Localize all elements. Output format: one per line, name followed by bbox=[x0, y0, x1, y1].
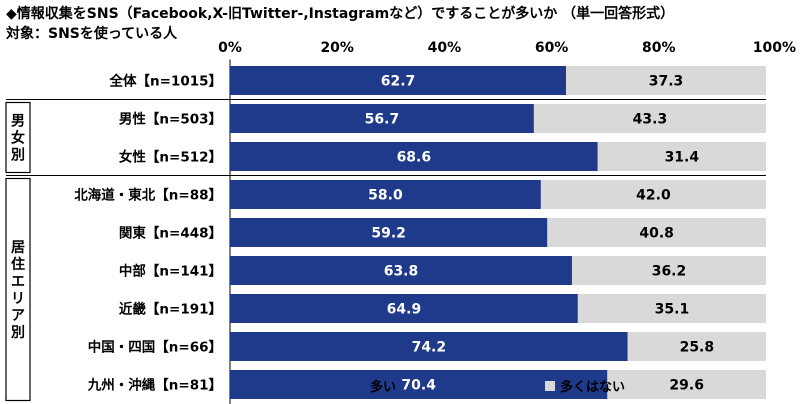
x-tick-label: 20% bbox=[320, 40, 354, 56]
bar-segment-not-many bbox=[577, 294, 766, 323]
bar-segment-not-many bbox=[627, 332, 766, 361]
x-tick-label: 100% bbox=[753, 40, 796, 56]
bar-segment-many bbox=[230, 104, 534, 133]
bar-segment-not-many bbox=[607, 370, 766, 399]
group-bracket bbox=[5, 101, 31, 174]
bar-segment-not-many bbox=[571, 256, 766, 285]
data-label: 31.4 bbox=[665, 150, 700, 166]
category-label: 近畿【n=191】 bbox=[119, 301, 222, 318]
x-tick-label: 40% bbox=[428, 40, 462, 56]
category-label: 北海道・東北【n=88】 bbox=[74, 187, 222, 204]
bar-segment-many bbox=[230, 66, 567, 95]
data-label: 63.8 bbox=[384, 264, 419, 280]
group-label-char: エ bbox=[11, 274, 25, 290]
bar-segment-many bbox=[230, 256, 572, 285]
data-label: 40.8 bbox=[639, 226, 674, 242]
group-label-char: リ bbox=[11, 291, 25, 307]
data-label: 35.1 bbox=[655, 302, 690, 318]
bar-segment-not-many bbox=[547, 218, 766, 247]
data-label: 58.0 bbox=[368, 188, 403, 204]
legend-label: 多い bbox=[370, 379, 396, 395]
bar-segment-not-many bbox=[597, 142, 766, 171]
legend-swatch bbox=[355, 381, 365, 391]
chart-subtitle: 対象：SNSを使っている人 bbox=[5, 25, 178, 42]
group-bracket bbox=[5, 177, 31, 402]
data-label: 74.2 bbox=[412, 340, 447, 356]
legend-label: 多くはない bbox=[560, 379, 625, 395]
group-label-char: 居 bbox=[11, 240, 25, 256]
data-label: 42.0 bbox=[636, 188, 671, 204]
bar-segment-many bbox=[230, 180, 541, 209]
group-label-char: 別 bbox=[10, 148, 25, 164]
data-label: 70.4 bbox=[401, 378, 436, 394]
group-label-char: 女 bbox=[11, 130, 25, 147]
data-label: 56.7 bbox=[365, 112, 400, 128]
category-label: 中国・四国【n=66】 bbox=[88, 339, 222, 356]
category-label: 男性【n=503】 bbox=[119, 111, 222, 128]
data-label: 68.6 bbox=[397, 150, 432, 166]
bar-segment-not-many bbox=[566, 66, 766, 95]
bar-segment-not-many bbox=[540, 180, 766, 209]
x-tick-label: 60% bbox=[535, 40, 569, 56]
bar-segment-many bbox=[230, 142, 598, 171]
x-tick-label: 80% bbox=[642, 40, 676, 56]
group-label-char: ア bbox=[11, 308, 25, 324]
category-label: 女性【n=512】 bbox=[119, 149, 222, 166]
data-label: 25.8 bbox=[680, 340, 715, 356]
group-label-char: 別 bbox=[10, 325, 25, 341]
x-tick-label: 0% bbox=[218, 40, 242, 56]
chart-title: ◆情報収集をSNS（Facebook,X-旧Twitter-,Instagram… bbox=[6, 5, 674, 22]
data-label: 43.3 bbox=[633, 112, 668, 128]
bar-segment-not-many bbox=[533, 104, 766, 133]
data-label: 64.9 bbox=[387, 302, 422, 318]
bar-segment-many bbox=[230, 370, 608, 399]
data-label: 62.7 bbox=[381, 74, 416, 90]
data-label: 36.2 bbox=[652, 264, 687, 280]
group-label-char: 住 bbox=[11, 256, 25, 273]
bar-segment-many bbox=[230, 332, 628, 361]
data-label: 37.3 bbox=[649, 74, 684, 90]
category-label: 九州・沖縄【n=81】 bbox=[87, 377, 222, 394]
category-label: 関東【n=448】 bbox=[119, 225, 222, 242]
category-label: 全体【n=1015】 bbox=[109, 73, 223, 90]
data-label: 59.2 bbox=[371, 226, 406, 242]
bar-segment-many bbox=[230, 218, 548, 247]
bar-segment-many bbox=[230, 294, 578, 323]
data-label: 29.6 bbox=[669, 378, 704, 394]
group-label-char: 男 bbox=[11, 114, 25, 130]
legend-swatch bbox=[545, 381, 555, 391]
category-label: 中部【n=141】 bbox=[119, 263, 222, 280]
